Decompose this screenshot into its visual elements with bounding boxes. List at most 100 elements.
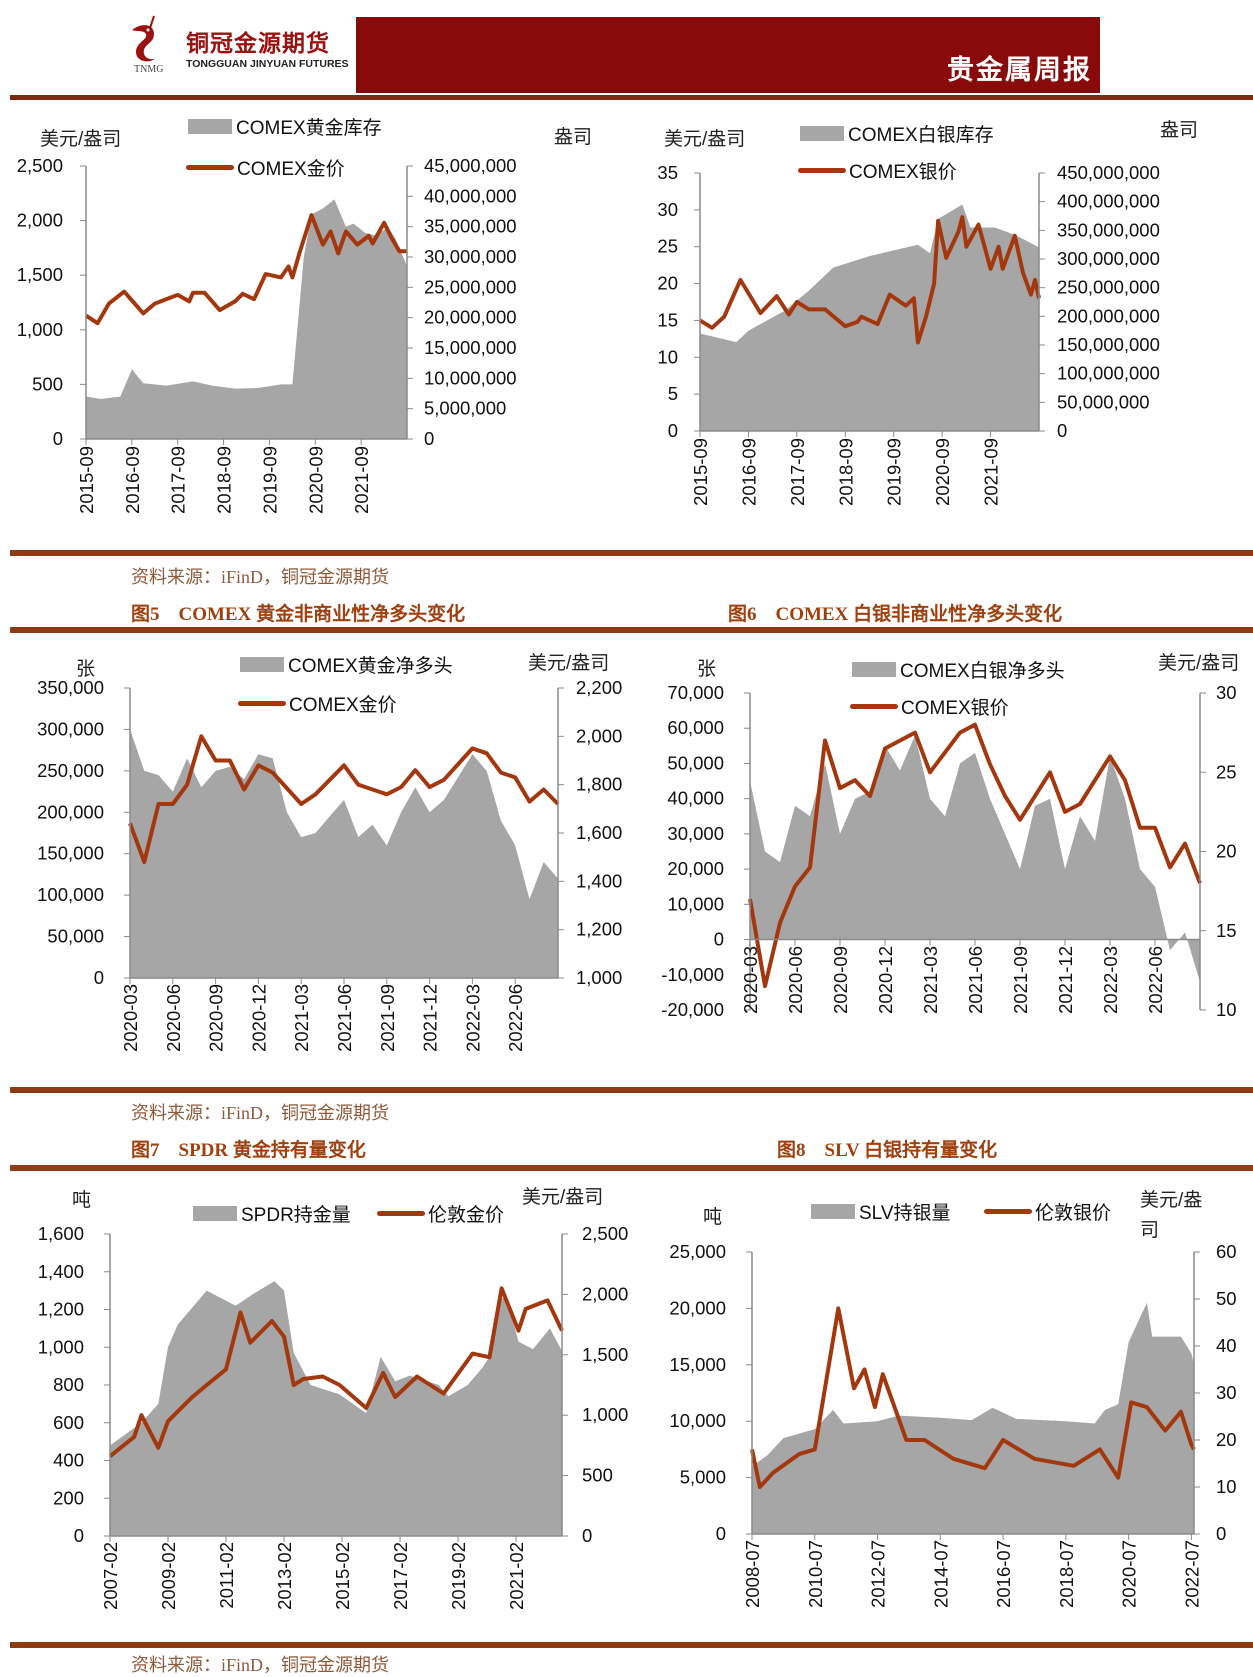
x-tick-label: 2021-09	[981, 438, 1002, 506]
right-tick-label: 20	[1216, 841, 1237, 862]
x-tick-label: 2010-07	[805, 1540, 826, 1608]
left-tick-label: 300,000	[37, 718, 104, 739]
chart3-legend-area: COMEX黄金净多头	[240, 651, 453, 678]
left-tick-label: 150,000	[37, 843, 104, 864]
right-tick-label: 25	[1216, 761, 1237, 782]
legend-line-swatch	[798, 168, 846, 173]
left-tick-label: -10,000	[661, 964, 724, 985]
legend-label: 伦敦银价	[1035, 1203, 1112, 1224]
x-tick-label: 2015-02	[332, 1542, 353, 1610]
chart2-left-unit: 美元/盎司	[664, 129, 746, 150]
right-tick-label: 350,000,000	[1057, 219, 1160, 240]
logo-bird-icon	[132, 15, 156, 62]
x-tick-label: 2007-02	[100, 1542, 121, 1610]
right-tick-label: 2,500	[582, 1223, 628, 1244]
right-tick-label: 35,000,000	[424, 216, 517, 237]
section-divider	[10, 1087, 1253, 1093]
legend-area-swatch	[800, 126, 844, 141]
x-tick-label: 2008-07	[742, 1540, 763, 1608]
chart-3: 0 50,000 100,000 150,000 200,000 250,000 300,0…	[37, 677, 622, 1052]
report-title: 贵金属周报	[947, 55, 1092, 86]
right-tick-label: 30,000,000	[424, 246, 517, 267]
x-tick-label: 2020-06	[163, 984, 184, 1052]
left-tick-label: 1,500	[17, 264, 63, 285]
chart-6: 0 5,000 10,000 15,000 20,000 25,000 0 10 20 30 40 5…	[669, 1241, 1236, 1608]
right-tick-label: 1,800	[576, 774, 622, 795]
legend-label: COMEX银价	[901, 698, 1009, 719]
left-tick-label: 10	[657, 346, 678, 367]
right-tick-label: 15,000,000	[424, 337, 517, 358]
logo-abbreviation: TNMG	[134, 64, 164, 75]
header-banner: 贵金属周报	[356, 17, 1100, 93]
legend-label: COMEX白银库存	[848, 125, 994, 146]
right-tick-label: 0	[424, 428, 434, 449]
right-tick-label: 1,600	[576, 822, 622, 843]
x-tick-label: 2020-09	[830, 946, 851, 1014]
x-tick-label: 2020-09	[206, 984, 227, 1052]
left-tick-label: 50,000	[667, 752, 724, 773]
right-tick-label: 25,000,000	[424, 276, 517, 297]
legend-label: COMEX银价	[849, 162, 957, 183]
left-tick-label: 0	[53, 428, 63, 449]
left-tick-label: 0	[74, 1525, 84, 1546]
legend-area-swatch	[240, 657, 284, 672]
series-line	[128, 734, 560, 864]
left-tick-label: 350,000	[37, 677, 104, 698]
x-tick-label: 2022-06	[505, 984, 526, 1052]
x-tick-label: 2019-09	[259, 446, 280, 514]
chart1-right-unit: 盎司	[554, 127, 593, 148]
x-tick-label: 2021-09	[351, 446, 372, 514]
right-tick-label: 10	[1216, 1476, 1237, 1497]
legend-line-swatch	[377, 1211, 425, 1216]
left-tick-label: 5	[668, 383, 678, 404]
x-tick-label: 2011-02	[216, 1542, 237, 1609]
chart2-right-unit: 盎司	[1160, 120, 1199, 141]
right-tick-label: 10,000,000	[424, 367, 517, 388]
right-tick-label: 5,000,000	[424, 398, 506, 419]
chart-5: 0 200 400 600 800 1,000 1,200 1,400 1,600 0 500 1,0…	[38, 1223, 629, 1610]
x-tick-label: 2020-09	[305, 446, 326, 514]
chart-1: 0 500 1,000 1,500 2,000 2,500 0 5,000,000 10,000…	[17, 155, 517, 514]
left-tick-label: 30	[657, 199, 678, 220]
right-tick-label: 300,000,000	[1057, 248, 1160, 269]
x-tick-label: 2017-02	[390, 1542, 411, 1610]
chart6-left-unit: 吨	[703, 1207, 723, 1228]
chart1-legend-line: COMEX金价	[186, 154, 345, 181]
right-tick-label: 1,500	[582, 1344, 628, 1365]
legend-line-swatch	[238, 701, 286, 706]
figure-7-title: 图7 SPDR 黄金持有量变化	[131, 1140, 366, 1161]
left-tick-label: 200,000	[37, 801, 104, 822]
x-tick-label: 2022-07	[1181, 1540, 1202, 1608]
legend-area-swatch	[811, 1204, 855, 1219]
left-tick-label: 0	[714, 929, 724, 950]
x-tick-label: 2018-09	[835, 438, 856, 506]
legend-line-swatch	[186, 165, 234, 170]
x-tick-label: 2021-12	[420, 984, 441, 1052]
x-tick-label: 2017-09	[168, 446, 189, 514]
x-tick-label: 2015-09	[690, 438, 711, 506]
left-tick-label: 20,000	[667, 858, 724, 879]
right-tick-label: 0	[1216, 1523, 1226, 1544]
left-tick-label: 1,000	[17, 319, 63, 340]
x-tick-label: 2016-07	[993, 1540, 1014, 1608]
right-tick-label: 400,000,000	[1057, 191, 1160, 212]
right-tick-label: 30	[1216, 682, 1237, 703]
left-tick-label: 1,000	[38, 1336, 84, 1357]
series-line	[750, 1306, 1196, 1489]
x-tick-label: 2018-07	[1056, 1540, 1077, 1608]
chart1-left-unit: 美元/盎司	[40, 129, 122, 150]
series-line	[84, 213, 407, 326]
left-tick-label: 1,600	[38, 1223, 84, 1244]
series-area-1	[110, 1281, 562, 1536]
right-tick-label: 0	[582, 1525, 592, 1546]
right-tick-label: 40,000,000	[424, 185, 517, 206]
legend-line-swatch	[850, 704, 898, 709]
left-tick-label: 0	[94, 967, 104, 988]
x-tick-label: 2016-09	[738, 438, 759, 506]
section-divider	[10, 627, 1253, 633]
series-area-1	[700, 204, 1039, 431]
figure-5-title: 图5 COMEX 黄金非商业性净多头变化	[131, 604, 466, 625]
chart3-left-unit: 张	[76, 659, 96, 680]
right-tick-label: 30	[1216, 1382, 1237, 1403]
x-tick-label: 2020-07	[1119, 1540, 1140, 1608]
